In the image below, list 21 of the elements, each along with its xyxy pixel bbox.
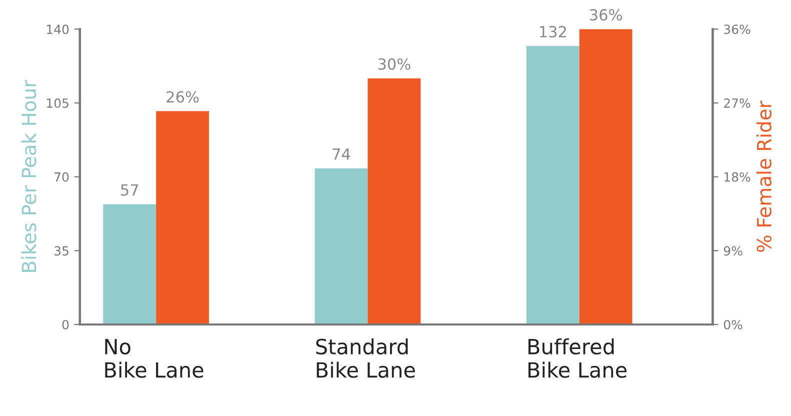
x-tick-label: Buffered Bike Lane: [528, 338, 627, 378]
data-label: 30%: [378, 58, 410, 70]
data-label: 57: [121, 184, 138, 196]
data-label: 26%: [166, 91, 199, 103]
data-label: 132: [540, 26, 566, 38]
y2-tick-label: 27%: [724, 98, 750, 108]
y-tick-label: 70: [54, 172, 69, 182]
x-tick-label: No Bike Lane: [105, 339, 204, 378]
y2-axis-title: % Female Rider: [756, 100, 772, 252]
data-label: 74: [332, 148, 350, 160]
y2-tick-label: 9%: [724, 246, 742, 256]
y-tick-label: 105: [46, 98, 68, 108]
y-tick-label: 0: [62, 320, 69, 330]
y-tick-label: 140: [46, 24, 69, 34]
y-tick-label: 35: [54, 246, 68, 256]
y2-tick-label: 36%: [724, 24, 750, 34]
data-label: 36%: [590, 9, 622, 21]
x-tick-label: Standard Bike Lane: [316, 338, 415, 378]
y-axis-title: Bikes Per Peak Hour: [21, 80, 36, 272]
y2-tick-label: 18%: [724, 172, 750, 182]
y2-tick-label: 0%: [724, 320, 742, 330]
